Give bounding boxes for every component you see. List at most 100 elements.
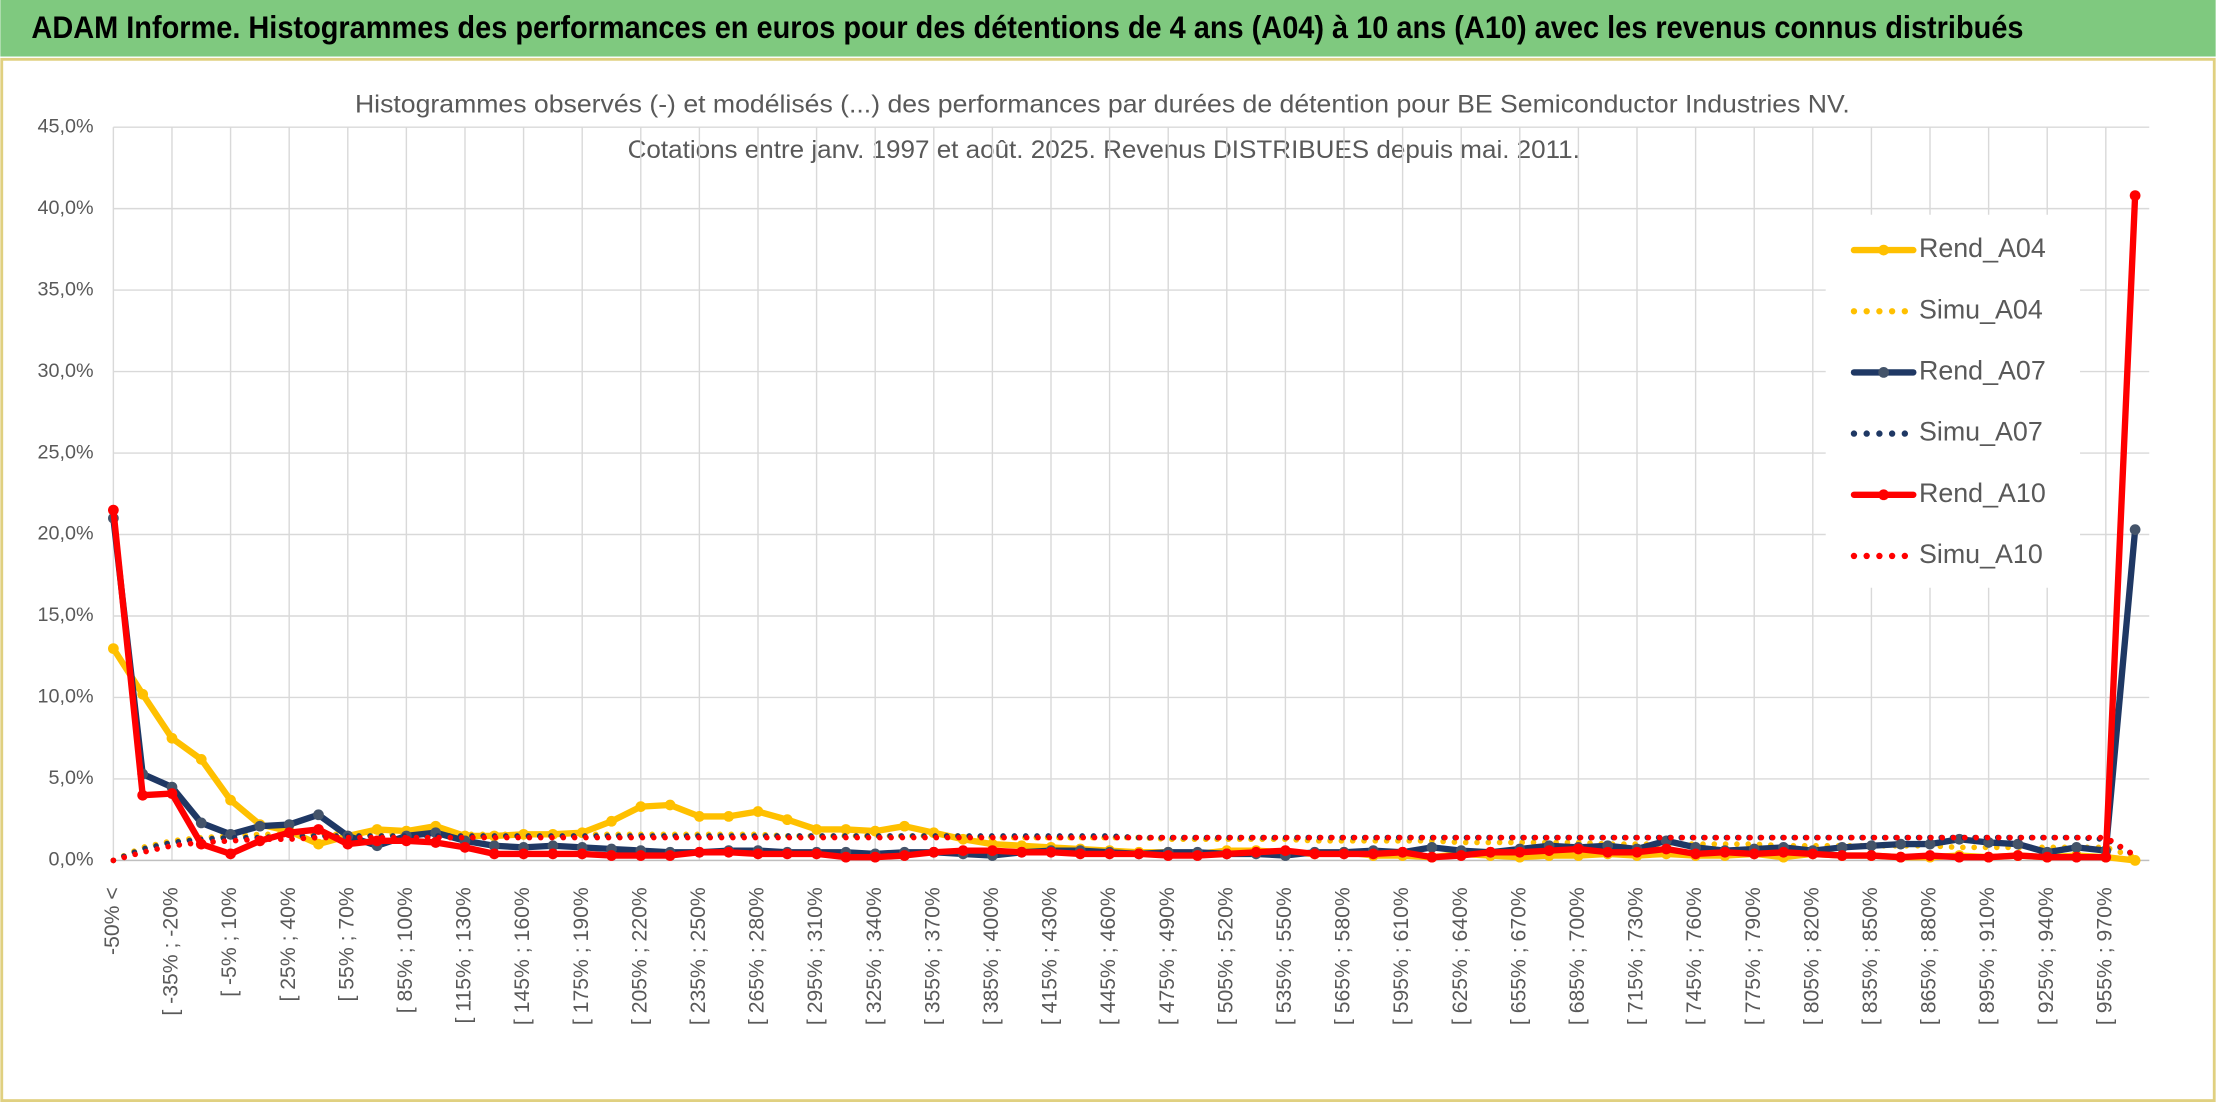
x-tick-label: [ 775% ; 790% — [1742, 887, 1765, 1025]
data-point — [694, 811, 705, 822]
x-tick-label: [ 745% ; 760% — [1683, 887, 1706, 1025]
data-point — [1250, 846, 1262, 858]
data-point — [781, 814, 793, 826]
data-point — [723, 846, 735, 858]
simulated-line — [110, 834, 2138, 864]
x-tick-label: [ 175% ; 190% — [570, 887, 593, 1025]
data-point — [1924, 838, 1936, 850]
data-point — [108, 643, 119, 654]
y-tick-label: 5,0% — [49, 767, 94, 789]
data-point — [1807, 848, 1819, 860]
data-point — [1983, 851, 1994, 863]
chart-title: Histogrammes observés (-) et modélisés (… — [355, 91, 1850, 119]
x-tick-label: [ 685% ; 700% — [1566, 887, 1589, 1025]
x-tick-label: [ 475% ; 490% — [1156, 887, 1179, 1025]
data-point — [2071, 842, 2082, 853]
x-tick-label: [ 595% ; 610% — [1390, 887, 1413, 1025]
data-point — [225, 794, 236, 806]
y-tick-label: 10,0% — [38, 686, 94, 708]
x-tick-label: [ 865% ; 880% — [1918, 887, 1941, 1025]
x-tick-label: [ 505% ; 520% — [1214, 887, 1237, 1025]
data-point — [2129, 524, 2141, 535]
x-tick-label: [ 85% ; 100% — [394, 887, 417, 1013]
data-point — [635, 850, 647, 861]
legend-label: Simu_A10 — [1919, 539, 2043, 569]
x-tick-label: [ 805% ; 820% — [1800, 887, 1823, 1025]
y-tick-label: 40,0% — [38, 197, 94, 219]
data-point — [313, 809, 324, 821]
data-point — [1602, 846, 1614, 858]
x-tick-label: [ 325% ; 340% — [863, 887, 886, 1025]
header-title: ADAM Informe. Histogrammes des performan… — [31, 10, 2023, 45]
data-point — [137, 789, 149, 801]
data-point — [2012, 850, 2024, 861]
data-point — [166, 788, 178, 799]
x-tick-label: [ 55% ; 70% — [335, 887, 358, 1001]
legend-label: Rend_A10 — [1919, 478, 2046, 508]
data-point — [313, 824, 324, 835]
data-point — [576, 848, 588, 860]
x-tick-label: [ 655% ; 670% — [1507, 887, 1530, 1025]
data-point — [1367, 848, 1379, 860]
data-point — [1162, 850, 1174, 861]
x-tick-label: [ 415% ; 430% — [1039, 887, 1062, 1025]
data-point — [1778, 846, 1789, 858]
data-point — [283, 827, 295, 839]
x-tick-label: [ 355% ; 370% — [921, 887, 944, 1025]
x-tick-label: [ 625% ; 640% — [1449, 887, 1472, 1025]
x-tick-label: [ 835% ; 850% — [1859, 887, 1882, 1025]
data-point — [166, 732, 178, 744]
data-point — [342, 838, 354, 850]
data-point — [694, 846, 705, 858]
data-point — [108, 504, 119, 516]
data-point — [1866, 850, 1877, 861]
data-point — [869, 851, 881, 863]
data-point — [752, 848, 764, 860]
data-point — [606, 850, 617, 861]
data-point — [723, 811, 735, 822]
data-point — [811, 848, 822, 860]
legend-box — [1825, 214, 2081, 588]
data-point — [1895, 838, 1907, 850]
legend-marker — [1878, 367, 1890, 378]
data-point — [488, 848, 500, 860]
data-point — [1485, 846, 1496, 858]
y-tick-label: 0,0% — [49, 849, 94, 871]
legend-marker — [1878, 489, 1890, 501]
data-point — [1192, 850, 1203, 861]
data-point — [899, 850, 910, 861]
x-tick-label: [ 445% ; 460% — [1097, 887, 1120, 1025]
x-tick-label: [ 295% ; 310% — [804, 887, 827, 1025]
data-point — [2012, 838, 2024, 850]
x-tick-label: [ 565% ; 580% — [1332, 887, 1355, 1025]
data-point — [1280, 845, 1291, 856]
data-point — [313, 838, 324, 850]
data-point — [283, 819, 295, 830]
data-point — [1953, 851, 1965, 863]
data-point — [488, 840, 500, 852]
x-tick-label: [ -35% ; -20% — [160, 887, 183, 1016]
data-point — [664, 850, 676, 861]
data-point — [635, 801, 647, 813]
header-bar — [0, 0, 2216, 57]
x-tick-label: [ 205% ; 220% — [628, 887, 651, 1025]
data-point — [1748, 848, 1760, 860]
x-tick-label: [ 385% ; 400% — [980, 887, 1003, 1025]
legend-marker — [1878, 244, 1890, 256]
data-point — [1397, 846, 1408, 858]
data-point — [1836, 850, 1848, 861]
y-tick-label: 30,0% — [38, 360, 94, 382]
data-point — [664, 799, 676, 811]
y-tick-label: 15,0% — [38, 604, 94, 626]
data-point — [928, 846, 940, 858]
data-point — [1426, 842, 1438, 853]
x-tick-label: [ 25% ; 40% — [277, 887, 300, 1001]
data-point — [811, 824, 822, 835]
x-tick-label: [ -5% ; 10% — [218, 887, 241, 997]
data-point — [781, 848, 793, 860]
x-tick-label: -50% < — [101, 887, 124, 955]
data-point — [1221, 848, 1233, 860]
data-point — [1631, 846, 1643, 858]
